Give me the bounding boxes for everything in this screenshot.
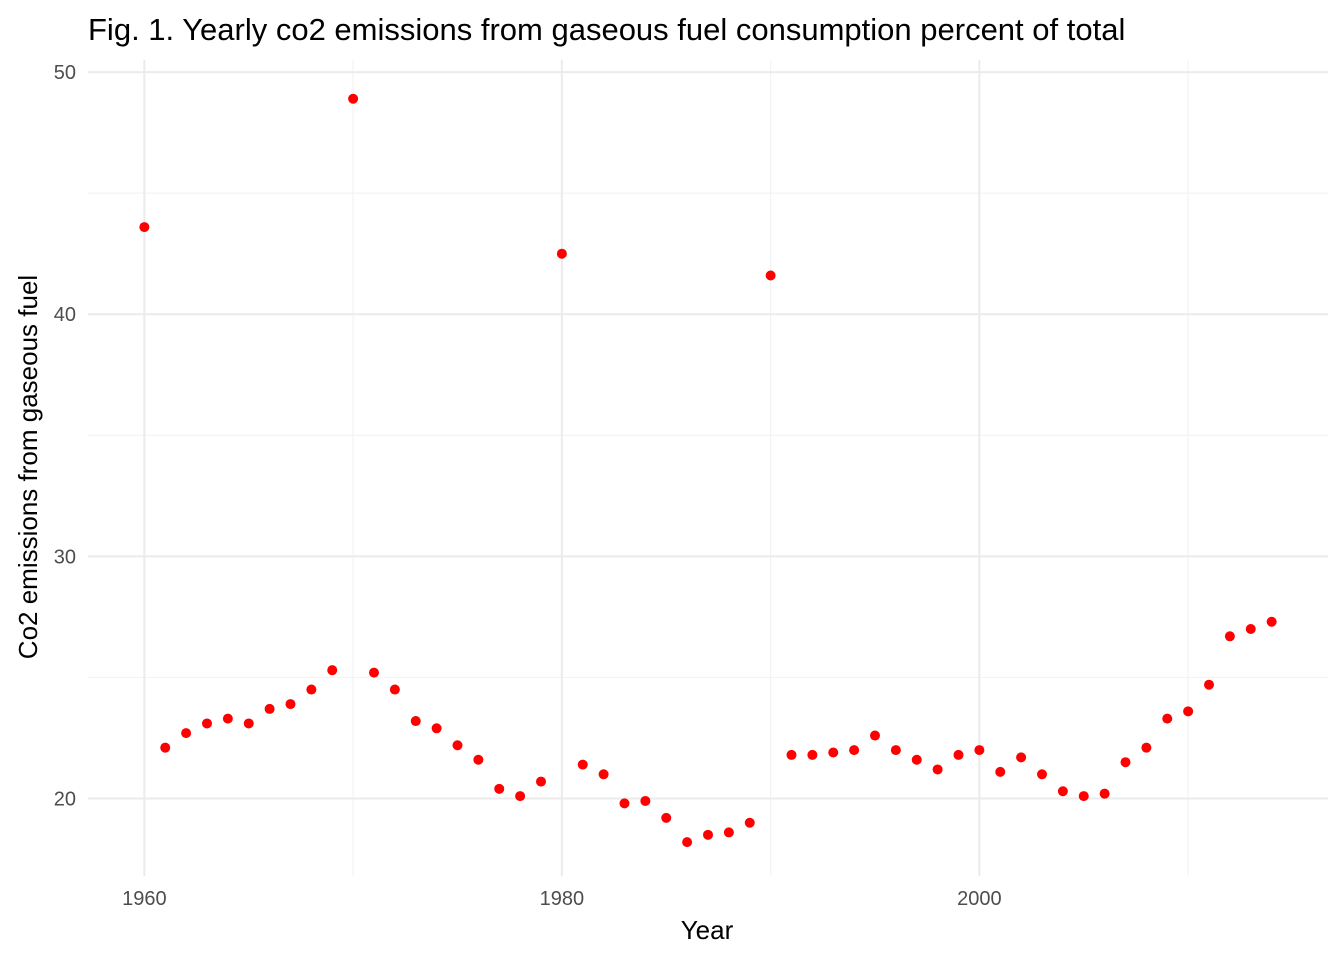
data-point (995, 766, 1006, 777)
y-tick-label: 50 (54, 62, 76, 84)
data-point (410, 716, 421, 727)
x-tick-label: 2000 (957, 888, 1002, 910)
data-point (744, 817, 755, 828)
x-axis-title: Year (681, 915, 734, 945)
data-point (201, 718, 212, 729)
data-point (911, 754, 922, 765)
data-point (1204, 679, 1215, 690)
data-point (139, 222, 150, 233)
data-point (661, 812, 672, 823)
data-point (535, 776, 546, 787)
data-point (431, 723, 442, 734)
data-point (556, 248, 567, 259)
data-point (473, 754, 484, 765)
data-point (932, 764, 943, 775)
y-tick-label: 20 (54, 789, 76, 811)
data-point (640, 795, 651, 806)
data-point (890, 745, 901, 756)
data-points (139, 93, 1277, 848)
data-point (1120, 757, 1131, 768)
x-tick-label: 1980 (540, 888, 585, 910)
grid-lines (88, 60, 1328, 876)
y-axis-title: Co2 emissions from gaseous fuel (13, 275, 43, 659)
y-tick-label: 40 (54, 304, 76, 326)
tick-labels: 1960 1980 2000 20 30 40 50 (54, 62, 1002, 910)
data-point (577, 759, 588, 770)
data-point (598, 769, 609, 780)
data-point (181, 728, 192, 739)
data-point (849, 745, 860, 756)
data-point (1037, 769, 1048, 780)
data-point (515, 791, 526, 802)
data-point (1162, 713, 1173, 724)
data-point (160, 742, 171, 753)
data-point (285, 699, 296, 710)
data-point (452, 740, 463, 751)
data-point (368, 667, 379, 678)
data-point (389, 684, 400, 695)
x-tick-label: 1960 (122, 888, 167, 910)
data-point (494, 783, 505, 794)
data-point (1183, 706, 1194, 717)
data-point (1078, 791, 1089, 802)
data-point (327, 665, 338, 676)
data-point (264, 703, 275, 714)
data-point (243, 718, 254, 729)
data-point (953, 749, 964, 760)
data-point (786, 749, 797, 760)
data-point (870, 730, 881, 741)
data-point (1141, 742, 1152, 753)
data-point (974, 745, 985, 756)
data-point (348, 93, 359, 104)
data-point (703, 829, 713, 840)
data-point (1224, 631, 1235, 642)
data-point (1245, 624, 1256, 635)
y-tick-label: 30 (54, 546, 76, 568)
data-point (1099, 788, 1110, 799)
data-point (1266, 616, 1277, 627)
data-point (1016, 752, 1027, 763)
chart-title: Fig. 1. Yearly co2 emissions from gaseou… (88, 12, 1125, 47)
data-point (765, 270, 776, 281)
data-point (682, 837, 693, 848)
data-point (828, 747, 839, 758)
data-point (723, 827, 734, 838)
data-point (619, 798, 630, 809)
data-point (222, 713, 233, 724)
data-point (1057, 786, 1068, 797)
data-point (306, 684, 317, 695)
data-point (807, 749, 818, 760)
